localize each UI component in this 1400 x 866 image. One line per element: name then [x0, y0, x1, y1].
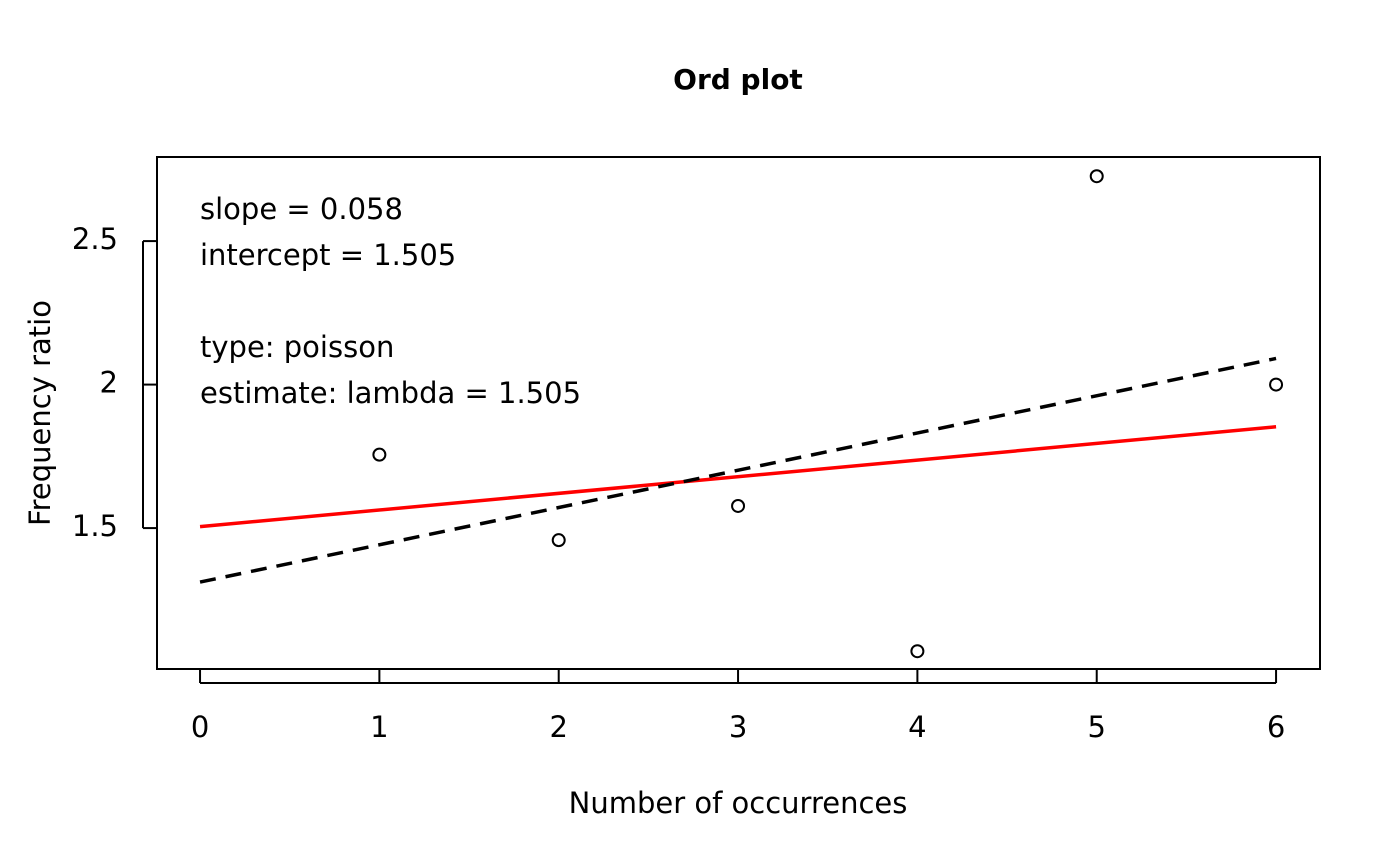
fit-line	[199, 356, 1277, 584]
x-tick-label: 4	[908, 710, 926, 744]
y-axis-label: Frequency ratio	[23, 300, 57, 526]
fit-line	[199, 425, 1277, 529]
x-tick-label: 1	[370, 710, 388, 744]
x-axis-label: Number of occurrences	[569, 786, 908, 820]
x-tick-label: 0	[191, 710, 209, 744]
annotation: intercept = 1.505	[200, 238, 456, 272]
point	[551, 533, 566, 548]
x-tick-label: 2	[549, 710, 567, 744]
point	[1269, 377, 1284, 392]
y-tick-label: 2.5	[72, 222, 118, 256]
x-tick-label: 6	[1267, 710, 1285, 744]
x-tick-label: 5	[1087, 710, 1105, 744]
annotation: type: poisson	[200, 330, 394, 364]
point	[910, 644, 925, 659]
annotation: estimate: lambda = 1.505	[200, 376, 581, 410]
y-tick-label: 1.5	[72, 509, 118, 543]
x-tick-label: 3	[729, 710, 747, 744]
point	[372, 447, 387, 462]
point	[1089, 169, 1104, 184]
chart-title: Ord plot	[673, 63, 803, 96]
annotation: slope = 0.058	[200, 192, 403, 226]
point	[731, 498, 746, 513]
plot-frame	[156, 156, 1321, 670]
y-tick-label: 2	[100, 366, 118, 400]
